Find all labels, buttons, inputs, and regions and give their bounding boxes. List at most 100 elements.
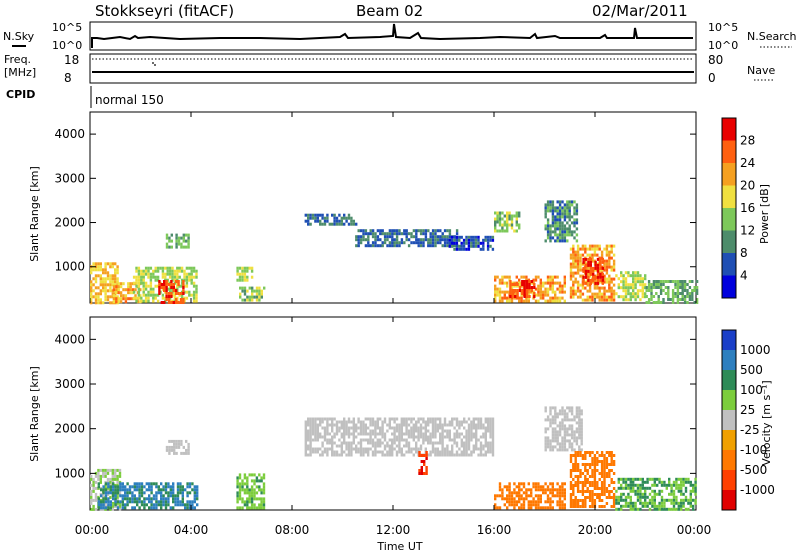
- heatmap-cell: [92, 480, 95, 484]
- heatmap-cell: [598, 244, 601, 248]
- heatmap-cell: [116, 501, 119, 505]
- heatmap-cell: [573, 212, 576, 216]
- heatmap-cell: [525, 296, 528, 300]
- heatmap-cell: [608, 265, 611, 269]
- heatmap-cell: [612, 463, 616, 466]
- heatmap-cell: [683, 280, 687, 283]
- colorbar-tick-label: -100: [740, 443, 767, 457]
- heatmap-cell: [429, 441, 432, 445]
- heatmap-cell: [116, 280, 119, 284]
- heatmap-cell: [644, 498, 647, 502]
- heatmap-cell: [522, 275, 526, 279]
- heatmap-cell: [319, 432, 322, 436]
- heatmap-cell: [158, 292, 161, 295]
- heatmap-cell: [328, 441, 331, 445]
- heatmap-cell: [615, 274, 618, 278]
- heatmap-cell: [311, 417, 315, 421]
- heatmap-cell: [665, 498, 668, 502]
- heatmap-cell: [688, 295, 692, 298]
- heatmap-cell: [551, 445, 555, 449]
- heatmap-cell: [509, 283, 512, 286]
- heatmap-cell: [439, 438, 442, 442]
- heatmap-cell: [400, 438, 403, 442]
- heatmap-cell: [99, 474, 102, 478]
- heatmap-cell: [588, 475, 592, 478]
- heatmap-cell: [662, 283, 665, 286]
- heatmap-cell: [491, 447, 495, 451]
- heatmap-cell: [418, 472, 421, 475]
- heatmap-cell: [119, 285, 123, 289]
- heatmap-cell: [143, 506, 146, 510]
- heatmap-cell: [307, 453, 310, 457]
- heatmap-cell: [158, 289, 161, 292]
- heatmap-cell: [510, 494, 514, 498]
- heatmap-cell: [694, 498, 697, 502]
- heatmap-cell: [484, 435, 487, 439]
- heatmap-cell: [118, 507, 122, 511]
- heatmap-cell: [632, 507, 635, 511]
- heatmap-cell: [546, 497, 550, 501]
- heatmap-cell: [617, 295, 620, 299]
- heatmap-cell: [554, 427, 557, 431]
- heatmap-cell: [355, 235, 358, 239]
- heatmap-cell: [672, 504, 676, 508]
- heatmap-cell: [568, 433, 571, 437]
- heatmap-cell: [605, 298, 609, 302]
- heatmap-cell: [670, 486, 673, 490]
- heatmap-cell: [566, 427, 569, 431]
- heatmap-cell: [501, 211, 504, 215]
- heatmap-cell: [647, 283, 651, 286]
- heatmap-cell: [624, 504, 628, 508]
- heatmap-cell: [129, 285, 132, 289]
- heatmap-cell: [568, 233, 571, 237]
- heatmap-cell: [658, 492, 661, 496]
- heatmap-cell: [573, 439, 576, 443]
- heatmap-cell: [388, 423, 391, 427]
- heatmap-cell: [588, 490, 592, 493]
- heatmap-cell: [558, 296, 562, 300]
- heatmap-cell: [539, 287, 542, 291]
- heatmap-cell: [195, 272, 198, 276]
- heatmap-cell: [436, 453, 439, 457]
- heatmap-cell: [651, 495, 654, 499]
- heatmap-cell: [665, 486, 668, 490]
- heatmap-cell: [489, 244, 492, 248]
- heatmap-cell: [556, 299, 559, 303]
- heatmap-cell: [591, 244, 594, 248]
- heatmap-cell: [465, 435, 468, 439]
- heatmap-cell: [417, 432, 420, 436]
- heatmap-cell: [102, 497, 105, 501]
- heatmap-cell: [563, 233, 567, 237]
- heatmap-cell: [496, 211, 499, 215]
- heatmap-cell: [100, 506, 103, 510]
- heatmap-cell: [491, 432, 495, 436]
- heatmap-cell: [496, 287, 499, 291]
- heatmap-cell: [462, 241, 466, 245]
- heatmap-cell: [328, 423, 331, 427]
- heatmap-cell: [173, 269, 177, 273]
- heatmap-cell: [140, 491, 144, 495]
- heatmap-cell: [653, 483, 656, 487]
- heatmap-cell: [600, 484, 604, 487]
- heatmap-cell: [653, 507, 656, 511]
- heatmap-cell: [588, 295, 592, 299]
- heatmap-cell: [99, 298, 102, 302]
- heatmap-cell: [627, 504, 630, 508]
- heatmap-cell: [182, 445, 185, 449]
- heatmap-cell: [131, 491, 134, 495]
- heatmap-cell: [323, 447, 327, 451]
- heatmap-cell: [241, 275, 244, 279]
- heatmap-cell: [677, 504, 680, 508]
- range-tick-label: 4000: [54, 127, 85, 141]
- heatmap-cell: [665, 483, 668, 487]
- heatmap-cell: [520, 506, 523, 510]
- heatmap-cell: [554, 433, 557, 437]
- heatmap-cell: [425, 469, 428, 472]
- heatmap-cell: [352, 222, 355, 226]
- heatmap-cell: [482, 241, 485, 245]
- heatmap-cell: [156, 266, 160, 270]
- heatmap-cell: [379, 450, 382, 454]
- heatmap-cell: [605, 466, 609, 469]
- heatmap-cell: [568, 218, 571, 222]
- heatmap-cell: [162, 503, 165, 507]
